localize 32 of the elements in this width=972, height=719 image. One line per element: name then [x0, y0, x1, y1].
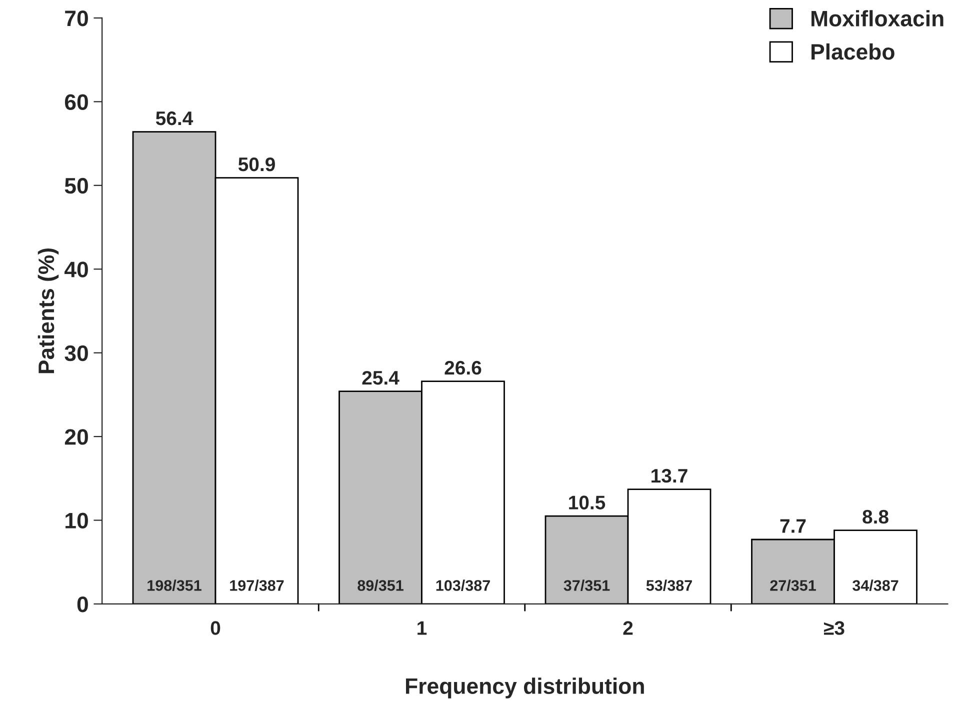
- legend-label: Moxifloxacin: [812, 10, 944, 26]
- annotation: 37/351: [564, 580, 610, 592]
- data-label: 7.7: [780, 519, 806, 533]
- x-tick-label: 0: [210, 621, 220, 635]
- annotation: 89/351: [358, 580, 404, 592]
- y-tick-label: 50: [64, 178, 88, 194]
- data-label: 56.4: [156, 111, 194, 126]
- x-tick-label: ≥3: [824, 621, 844, 635]
- annotation: 198/351: [148, 580, 202, 592]
- y-axis-title: Patients (%): [38, 248, 59, 374]
- y-tick-label: 70: [65, 10, 88, 26]
- x-tick-label: 1: [418, 621, 427, 635]
- data-label: 25.4: [362, 370, 400, 385]
- y-tick-label: 30: [64, 345, 88, 362]
- annotation: 103/387: [436, 580, 490, 592]
- x-axis-title: Frequency distribution: [406, 678, 644, 698]
- data-label: 13.7: [652, 468, 688, 483]
- annotation: 34/387: [852, 580, 898, 592]
- annotation: 197/387: [230, 580, 284, 592]
- y-tick-label: 40: [64, 262, 88, 278]
- data-label: 8.8: [862, 510, 888, 524]
- annotation: 53/387: [646, 580, 692, 592]
- x-tick-label: 2: [623, 621, 633, 635]
- y-tick-label: 0: [77, 596, 88, 612]
- data-label: 26.6: [444, 360, 482, 375]
- data-label: 50.9: [238, 157, 275, 172]
- annotation: 27/351: [770, 580, 816, 592]
- y-tick-label: 10: [66, 512, 88, 529]
- legend-label: Placebo: [812, 43, 894, 60]
- data-label: 10.5: [569, 496, 606, 510]
- y-tick-label: 60: [64, 94, 88, 110]
- y-tick-label: 20: [64, 429, 88, 445]
